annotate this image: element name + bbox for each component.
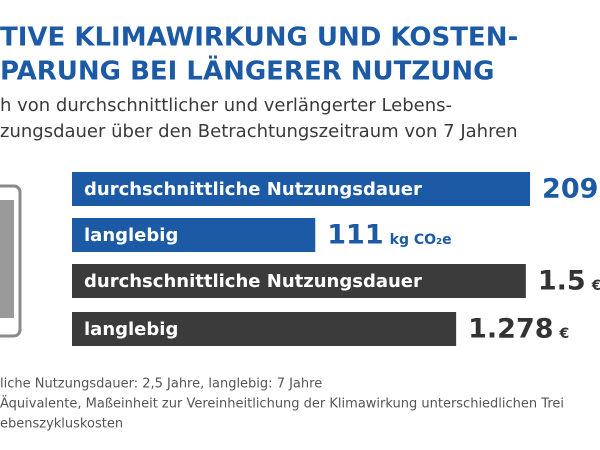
value-label: 1.5: [538, 266, 586, 297]
bar-label: langlebig: [84, 225, 178, 246]
bar: [72, 264, 526, 298]
bar-label: langlebig: [84, 319, 178, 340]
bar-label: durchschnittliche Nutzungsdauer: [84, 271, 422, 292]
unit-label: kg CO₂e: [390, 232, 452, 248]
footnote: liche Nutzungsdauer: 2,5 Jahre, langlebi…: [0, 377, 322, 392]
phone-icon: [0, 184, 22, 338]
value-label: 209: [542, 174, 598, 205]
bar: [72, 218, 316, 252]
bar: [72, 172, 531, 206]
bar-label: durchschnittliche Nutzungsdauer: [84, 179, 422, 200]
title-line: TIVE KLIMAWIRKUNG UND KOSTEN-: [0, 23, 518, 53]
unit-label: €: [559, 326, 570, 342]
subtitle-line: zungsdauer über den Betrachtungszeitraum…: [0, 121, 518, 142]
footnote: Äquivalente, Maßeinheit zur Vereinheitli…: [0, 396, 564, 412]
phone-screen: [0, 200, 14, 318]
subtitle-line: h von durchschnittlicher und verlängerte…: [0, 95, 452, 116]
unit-label: €: [591, 278, 600, 294]
value-label: 111: [327, 220, 383, 251]
value-label: 1.278: [468, 314, 553, 345]
title-line: PARUNG BEI LÄNGERER NUTZUNG: [0, 55, 494, 87]
footnote: ebenszykluskosten: [0, 417, 123, 432]
bar: [72, 312, 457, 346]
